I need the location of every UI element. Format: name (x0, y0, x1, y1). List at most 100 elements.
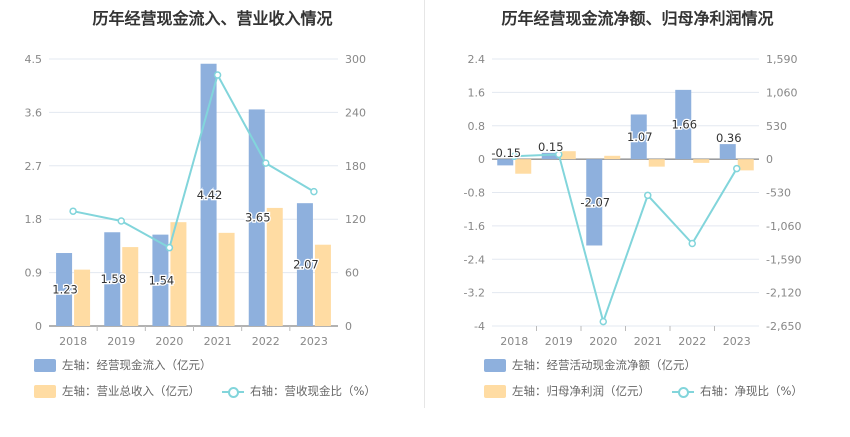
legend-swatch (34, 358, 56, 372)
y-right-tick-label: 240 (345, 106, 366, 119)
x-tick-label: 2019 (545, 335, 573, 348)
y-right-tick-label: 0 (345, 320, 352, 333)
bar-primary (630, 114, 647, 160)
bar-primary (586, 159, 603, 246)
legend-swatch (34, 384, 56, 398)
line-point (165, 243, 174, 252)
x-tick-label: 2018 (500, 335, 528, 348)
y-right-tick-label: 0 (766, 153, 773, 166)
panel-divider (424, 0, 425, 408)
y-right-tick-label: -2,650 (766, 320, 801, 333)
y-right-tick-label: 530 (766, 120, 787, 133)
x-tick-label: 2022 (678, 335, 706, 348)
line-series (72, 72, 315, 250)
bar-data-label: 2.07 (293, 258, 319, 272)
line-point (733, 164, 741, 173)
line-point (644, 191, 652, 200)
chart-title: 历年经营现金流净额、归母净利润情况 (501, 9, 774, 28)
legend-item-cash-revenue-ratio[interactable]: 右轴：营收现金比（%） (222, 383, 376, 399)
chart-legend: 左轴：经营现金流入（亿元） 左轴：营业总收入（亿元） 右轴：营收现金比（%） (34, 357, 424, 407)
chart-title: 历年经营现金流入、营业收入情况 (92, 9, 333, 28)
legend-label: 右轴：净现比（%） (700, 384, 803, 398)
bar-primary (675, 89, 692, 160)
bar-data-label: 1.58 (100, 272, 126, 286)
y-right-tick-label: 120 (345, 213, 366, 226)
x-tick-label: 2022 (252, 335, 280, 348)
y-left-tick-label: 0.9 (25, 267, 43, 280)
legend-item-net-profit[interactable]: 左轴：归母净利润（亿元） (484, 383, 650, 399)
bar-secondary (515, 159, 532, 174)
legend-item-net-cash-ratio[interactable]: 右轴：净现比（%） (672, 383, 803, 399)
bar-secondary (170, 222, 187, 326)
legend-label: 左轴：经营活动现金流净额（亿元） (512, 358, 696, 372)
y-left-tick-label: 2.7 (25, 160, 43, 173)
cash-inflow-revenue-panel: 历年经营现金流入、营业收入情况 0 0.9 1.8 2.7 3.6 4.5 0 60 120 18… (25, 9, 424, 407)
y-left-tick-label: 1.8 (25, 213, 43, 226)
bar-primary (541, 152, 558, 160)
x-tick-label: 2018 (59, 335, 87, 348)
bar-data-label: -2.07 (580, 195, 610, 209)
line-point (310, 187, 318, 196)
bar-primary (104, 232, 121, 326)
y-left-tick-label: -2.4 (464, 253, 485, 266)
chart-plot-area: -4 -3.2 -2.4 -1.6 -0.8 0 0.8 1.6 2.4 -2,650 -2,120… (464, 53, 802, 348)
x-tick-label: 2020 (589, 335, 617, 348)
legend-label: 左轴：归母净利润（亿元） (512, 384, 650, 398)
y-left-tick-label: -0.8 (464, 187, 485, 200)
y-left-tick-label: 2.4 (468, 53, 486, 66)
bar-primary (152, 234, 169, 326)
bar-data-label: 4.42 (197, 188, 223, 202)
legend-label: 左轴：营业总收入（亿元） (62, 384, 200, 398)
bar-data-label: 1.66 (671, 117, 697, 131)
legend-label: 左轴：经营现金流入（亿元） (62, 358, 212, 372)
bar-secondary (737, 159, 754, 171)
y-right-tick-label: 300 (345, 53, 366, 66)
chart-legend: 左轴：经营活动现金流净额（亿元） 左轴：归母净利润（亿元） 右轴：净现比（%） (484, 357, 850, 407)
y-right-tick-label: -530 (766, 187, 791, 200)
bar-secondary (604, 155, 621, 160)
y-right-tick-label: 60 (345, 267, 359, 280)
legend-line-icon (672, 385, 694, 398)
chart-plot-area: 0 0.9 1.8 2.7 3.6 4.5 0 60 120 180 240 300 2018 2019 2… (25, 53, 367, 348)
y-left-tick-label: 0 (35, 320, 42, 333)
y-left-tick-label: -4 (474, 320, 485, 333)
net-cash-flow-profit-panel: 历年经营现金流净额、归母净利润情况 -4 -3.2 -2.4 -1.6 -0.8 0 0.8… (425, 0, 850, 437)
y-right-tick-label: -2,120 (766, 287, 801, 300)
y-right-tick-label: -1,590 (766, 253, 801, 266)
x-tick-label: 2023 (300, 335, 328, 348)
bar-secondary (314, 244, 331, 326)
y-left-tick-label: 3.6 (25, 106, 43, 119)
line-point (69, 207, 77, 215)
bar-secondary (74, 269, 91, 326)
line-point (688, 239, 696, 248)
bar-data-label: 0.36 (716, 131, 742, 145)
bar-data-label: 1.54 (149, 273, 175, 287)
bar-data-label: 1.23 (52, 283, 78, 297)
bar-secondary (559, 151, 576, 160)
x-tick-label: 2023 (723, 335, 751, 348)
bar-secondary (122, 247, 139, 326)
y-left-tick-label: 0 (478, 153, 485, 166)
line-point (599, 317, 607, 326)
bar-primary (56, 253, 73, 326)
y-right-tick-label: -1,060 (766, 220, 801, 233)
line-point (262, 159, 270, 167)
y-right-tick-label: 1,590 (766, 53, 798, 66)
bar-secondary (266, 207, 283, 326)
x-tick-label: 2020 (155, 335, 183, 348)
bar-data-label: 3.65 (245, 211, 271, 225)
line-series (514, 153, 738, 325)
legend-label: 右轴：营收现金比（%） (250, 384, 376, 398)
y-left-tick-label: 1.6 (468, 86, 486, 99)
legend-item-net-operating-cash-flow[interactable]: 左轴：经营活动现金流净额（亿元） (484, 357, 696, 373)
y-left-tick-label: -1.6 (464, 220, 485, 233)
legend-swatch (484, 358, 506, 372)
line-point (213, 71, 222, 79)
legend-item-revenue[interactable]: 左轴：营业总收入（亿元） (34, 383, 200, 399)
x-tick-label: 2021 (204, 335, 232, 348)
bar-primary (497, 159, 514, 166)
bar-secondary (218, 232, 235, 326)
bar-secondary (648, 159, 665, 167)
legend-item-cash-inflow[interactable]: 左轴：经营现金流入（亿元） (34, 357, 212, 373)
